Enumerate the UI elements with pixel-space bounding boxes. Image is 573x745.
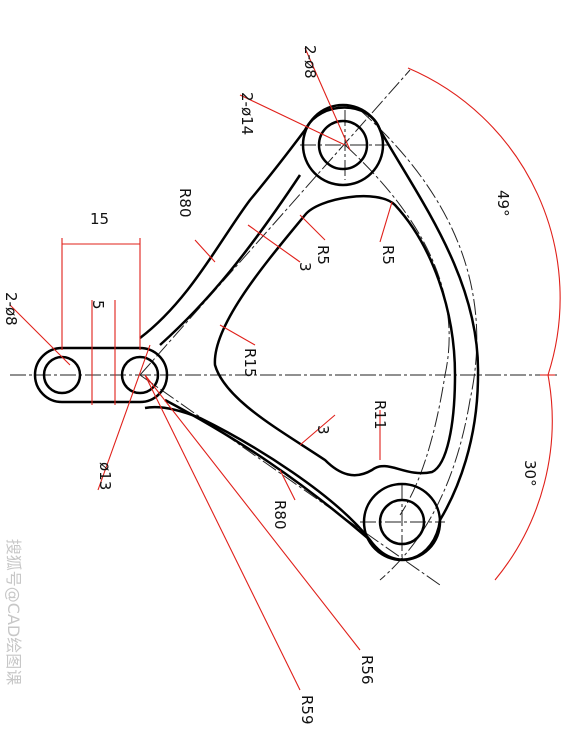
upper-hole (317, 119, 369, 171)
label-r80-bottom: R80 (271, 500, 289, 530)
label-r11: R11 (371, 400, 389, 430)
gap-3-top-line (247, 224, 301, 263)
r59-arc-centerline (359, 109, 478, 581)
r56-arc-centerline (344, 144, 450, 516)
upper-hole-leader (304, 47, 351, 151)
label-boss-upper: 2-ø14 (238, 92, 256, 135)
lower-hole (378, 498, 426, 546)
upper-link-edge (159, 174, 302, 346)
label-gap-3-bottom: 3 (314, 425, 332, 435)
part-outline (33, 103, 480, 562)
lower-boss (362, 482, 442, 562)
label-r5-inner: R5 (314, 245, 332, 265)
label-r56: R56 (358, 655, 376, 685)
inner-window (213, 194, 457, 477)
dimension-labels: 2-ø8 2-ø14 R80 R5 3 R5 R15 15 5 2-ø8 ø13… (2, 45, 539, 725)
left-hole-2 (120, 355, 160, 395)
upper-boss (301, 103, 385, 187)
r80-bottom-leader (279, 469, 296, 501)
left-hole-leader (9, 304, 71, 366)
label-r5-right: R5 (379, 245, 397, 265)
label-gap-3-top: 3 (296, 262, 314, 272)
label-r59: R59 (298, 695, 316, 725)
label-slot-5: 5 (89, 300, 107, 310)
label-angle-30: 30° (521, 460, 539, 487)
r5-right-leader (379, 201, 393, 243)
label-hole-left: 2-ø8 (2, 292, 20, 326)
dia13-leader (97, 344, 151, 491)
gap-3-bottom-line (299, 414, 336, 446)
r59-leader (144, 374, 301, 691)
lower-link-edge (164, 398, 371, 541)
label-hole-upper: 2-ø8 (301, 45, 319, 79)
watermark: 搜狐号@CAD绘图课 (4, 538, 24, 686)
centerline-to-lower-hole (139, 374, 441, 586)
angle-arc (407, 67, 561, 581)
r5-inner-leader (299, 214, 326, 241)
centerline-to-upper-hole (139, 69, 411, 376)
label-width-15: 15 (90, 210, 109, 228)
label-r15: R15 (241, 348, 259, 378)
r56-leader (144, 374, 361, 651)
outer-contour (139, 106, 480, 561)
upper-boss-leader (239, 94, 346, 146)
r15-leader (219, 324, 256, 346)
label-r80-top: R80 (176, 188, 194, 218)
left-slot (33, 346, 169, 404)
r80-top-leader (194, 239, 216, 263)
dimension-lines (9, 47, 561, 691)
label-dia-13: ø13 (96, 462, 114, 490)
label-angle-49: 49° (494, 190, 512, 217)
